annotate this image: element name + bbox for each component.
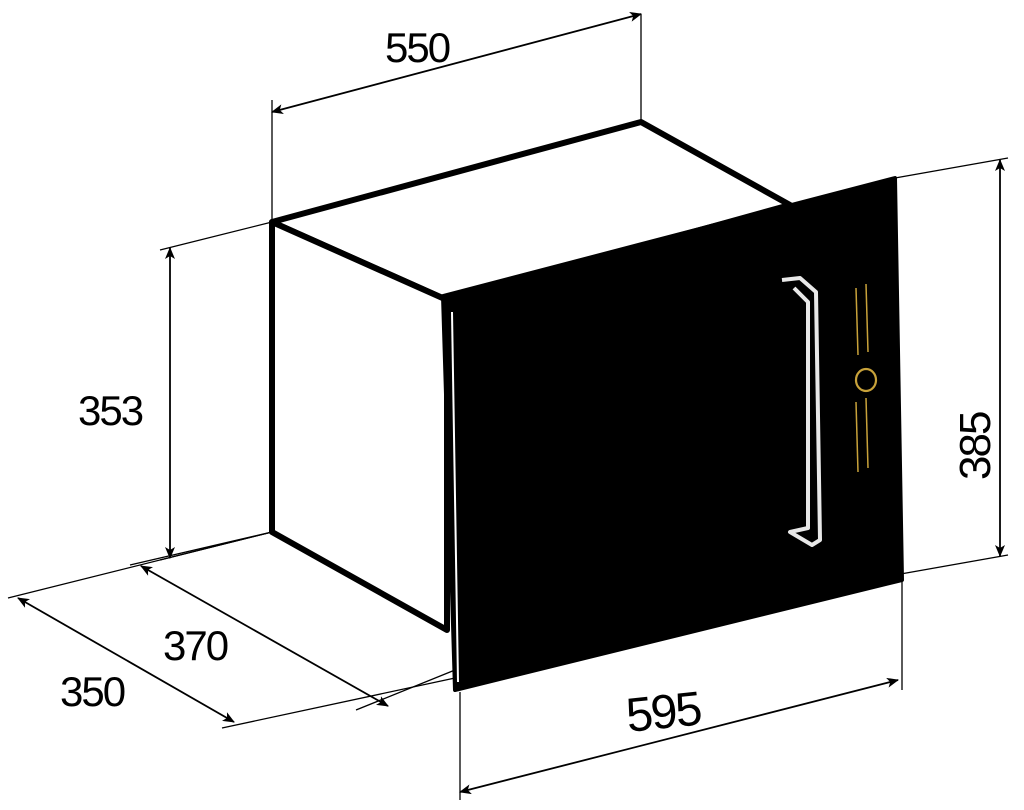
arrow-front-width bbox=[459, 677, 899, 795]
label-side-height: 353 bbox=[78, 387, 143, 434]
label-inner-depth: 370 bbox=[163, 622, 228, 669]
oven-side-face bbox=[269, 219, 450, 633]
door-panel bbox=[441, 176, 904, 692]
dimension-labels: 550 353 385 370 350 595 bbox=[60, 24, 1000, 743]
control-panel bbox=[854, 283, 878, 473]
arrow-top-width bbox=[271, 11, 642, 115]
door-edge-highlight bbox=[451, 311, 459, 683]
door-handle bbox=[781, 276, 822, 547]
arrow-inner-depth bbox=[140, 565, 389, 707]
label-top-width: 550 bbox=[385, 24, 450, 71]
label-front-height: 385 bbox=[951, 412, 1000, 480]
label-outer-depth: 350 bbox=[60, 668, 125, 715]
oven-door bbox=[441, 176, 904, 692]
dimension-arrows bbox=[17, 11, 1005, 795]
arrow-outer-depth bbox=[17, 597, 235, 723]
control-knob bbox=[854, 367, 878, 393]
label-front-width: 595 bbox=[624, 682, 704, 742]
